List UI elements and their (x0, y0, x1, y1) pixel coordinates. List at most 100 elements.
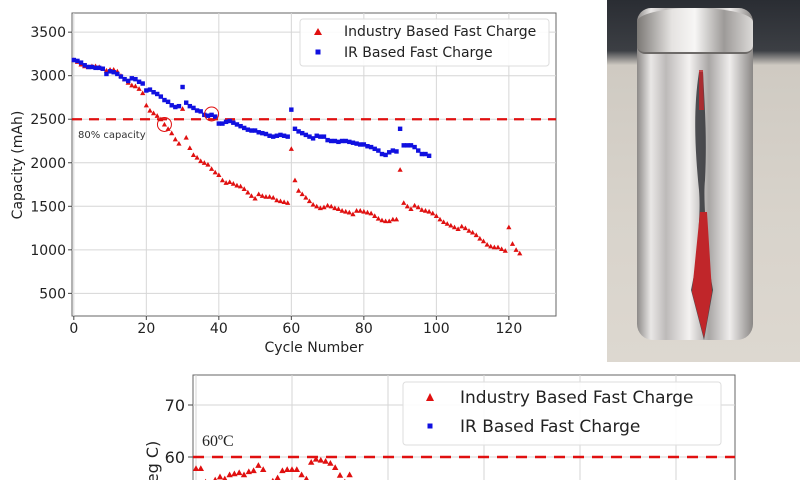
data-point-triangle (299, 191, 305, 197)
data-point-triangle (324, 202, 331, 208)
data-point-square (154, 91, 160, 97)
data-point-square (129, 76, 135, 81)
data-point-square (245, 127, 251, 132)
reference-line-label: 60ºC (202, 433, 234, 450)
data-point-triangle (201, 160, 207, 165)
data-point-triangle (484, 242, 490, 247)
data-point-triangle (147, 107, 153, 113)
highlight-circles (156, 106, 220, 132)
data-point-triangle (375, 215, 381, 221)
data-point-triangle (441, 219, 447, 225)
data-point-triangle (216, 473, 224, 480)
data-point-triangle (404, 203, 410, 209)
data-point-triangle (205, 161, 211, 167)
data-point-square (183, 100, 189, 105)
data-point-triangle (288, 146, 294, 151)
data-point-square (212, 114, 218, 119)
data-point-square (173, 104, 178, 110)
data-point-square (314, 133, 319, 138)
data-point-triangle (161, 121, 168, 127)
data-point-square (180, 84, 185, 90)
data-point-square (263, 131, 269, 137)
data-point-triangle (292, 177, 298, 183)
data-point-triangle (219, 177, 226, 183)
data-point-square (303, 132, 309, 138)
data-point-triangle (480, 238, 487, 244)
data-point-triangle (513, 247, 519, 252)
data-point-square (412, 144, 417, 150)
data-point-triangle (260, 466, 267, 473)
y-tick-label: 3500 (30, 25, 66, 41)
data-point-square (198, 109, 203, 114)
y-tick-label: 2500 (30, 112, 66, 128)
data-point-triangle (154, 113, 160, 118)
data-point-triangle (306, 198, 313, 204)
data-point-triangle (477, 235, 483, 241)
data-point-square (107, 69, 113, 74)
ticks: 0 20 40 60 80 100 120 500 1000 1500 2000 2500 3000 35… (30, 25, 522, 337)
data-point-square (376, 148, 381, 153)
data-point-triangle (255, 462, 262, 468)
data-point-triangle (303, 194, 309, 200)
data-point-triangle (422, 208, 429, 213)
y-tick-label: 1000 (30, 243, 66, 259)
data-point-triangle (397, 167, 403, 172)
data-point-triangle (312, 455, 320, 462)
data-point-square (216, 121, 222, 126)
data-point-triangle (426, 208, 432, 214)
x-tick-label: 60 (282, 321, 300, 337)
data-point-triangle (129, 82, 135, 88)
data-point-square (350, 140, 356, 145)
data-point-triangle (321, 204, 327, 210)
data-point-triangle (216, 172, 222, 178)
data-point-triangle (317, 456, 324, 463)
data-point-square (300, 130, 305, 136)
temperature-chart: 70 60 eg C) 60ºC Industry Based Fast Cha… (143, 374, 736, 480)
data-point-square (115, 71, 120, 77)
data-point-triangle (226, 471, 233, 478)
data-point-square (144, 88, 149, 93)
legend-marker-square (315, 49, 321, 55)
capacity-chart: 0 20 40 60 80 100 120 500 1000 1500 2000 2500 3000 35… (10, 12, 557, 356)
battery-cell (637, 8, 753, 340)
data-points (192, 455, 353, 480)
data-point-triangle (237, 183, 244, 189)
data-point-square (310, 136, 316, 141)
data-point-triangle (277, 198, 284, 204)
data-point-square (96, 65, 102, 71)
y-tick-label: 2000 (30, 156, 66, 172)
data-point-square (343, 138, 348, 144)
y-tick-label: 500 (39, 286, 66, 302)
data-point-square (347, 139, 352, 145)
highlight-circle (156, 116, 172, 132)
data-point-triangle (132, 83, 139, 89)
data-point-square (397, 126, 403, 132)
x-axis-label: Cycle Number (265, 340, 364, 356)
data-point-square (401, 143, 406, 148)
data-point-triangle (322, 457, 329, 464)
x-tick-label: 80 (355, 321, 373, 337)
data-point-square (278, 132, 283, 138)
data-point-square (249, 128, 254, 133)
data-point-square (405, 143, 410, 148)
data-point-triangle (357, 208, 363, 213)
data-point-triangle (208, 166, 215, 171)
data-point-square (234, 122, 240, 127)
data-point-triangle (176, 141, 182, 146)
data-point-triangle (284, 466, 291, 473)
data-point-triangle (332, 205, 338, 211)
data-point-triangle (448, 222, 454, 228)
data-point-square (416, 148, 421, 153)
data-point-triangle (179, 106, 186, 111)
data-point-square (125, 78, 131, 84)
data-point-triangle (271, 477, 275, 480)
data-point-square (122, 76, 127, 82)
data-point-triangle (502, 248, 508, 253)
data-point-square (220, 121, 225, 126)
data-point-triangle (314, 203, 320, 209)
x-tick-label: 120 (496, 321, 523, 337)
reference-line-label: 80% capacity (78, 130, 146, 141)
legend-box (299, 18, 550, 67)
data-point-square (383, 152, 388, 158)
data-point-square (165, 99, 171, 105)
